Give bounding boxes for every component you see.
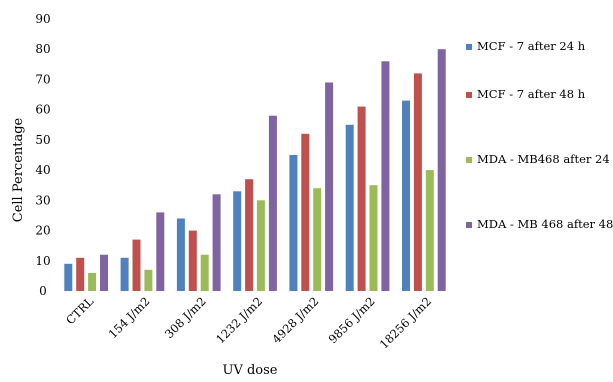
bar xyxy=(200,254,209,291)
bar xyxy=(144,269,153,291)
y-tick-label: 50 xyxy=(35,133,50,147)
x-axis-title: UV dose xyxy=(223,363,278,378)
legend-swatch xyxy=(466,157,472,163)
bar xyxy=(76,257,85,291)
y-tick-label: 60 xyxy=(35,103,50,117)
bar xyxy=(156,212,165,291)
x-tick-label: 9856 J/m2 xyxy=(326,294,378,346)
y-tick-label: 30 xyxy=(35,193,50,207)
x-tick-label: 4928 J/m2 xyxy=(269,294,321,346)
y-tick-label: 70 xyxy=(35,72,50,86)
bar xyxy=(345,124,354,291)
bar xyxy=(188,230,197,291)
bar xyxy=(268,115,277,291)
bar xyxy=(120,257,129,291)
bar xyxy=(369,185,378,291)
bar xyxy=(301,133,310,291)
bar xyxy=(381,61,390,291)
x-tick-label: 1232 J/m2 xyxy=(213,294,265,346)
bar xyxy=(176,218,185,291)
bar xyxy=(100,254,108,291)
legend-label: MDA - MB 468 after 48 h xyxy=(477,217,613,231)
bar xyxy=(88,272,97,291)
legend-swatch xyxy=(466,44,472,50)
bar xyxy=(357,106,366,291)
y-tick-label: 80 xyxy=(35,42,50,56)
y-tick-label: 90 xyxy=(35,12,50,26)
y-tick-label: 0 xyxy=(39,284,47,298)
legend-label: MCF - 7 after 48 h xyxy=(477,87,586,101)
x-tick-label: 154 J/m2 xyxy=(106,294,153,341)
x-tick-label: 308 J/m2 xyxy=(162,294,209,341)
y-axis-title: Cell Percentage xyxy=(11,117,26,222)
y-tick-label: 10 xyxy=(35,254,50,268)
bar xyxy=(245,179,254,291)
bar xyxy=(313,188,322,291)
bar xyxy=(64,263,73,291)
bar xyxy=(212,194,221,291)
y-tick-label: 20 xyxy=(35,224,50,238)
bar xyxy=(289,155,298,291)
legend-swatch xyxy=(466,222,472,228)
legend-label: MDA - MB468 after 24 h xyxy=(477,152,613,166)
y-tick-label: 40 xyxy=(35,163,50,177)
bar xyxy=(402,100,410,291)
legend-label: MCF - 7 after 24 h xyxy=(477,39,586,53)
x-tick-label: CTRL xyxy=(63,294,96,327)
x-tick-label: 18256 J/m2 xyxy=(377,294,434,351)
bar xyxy=(256,200,265,291)
bar xyxy=(132,239,141,291)
bar xyxy=(233,191,242,291)
bar xyxy=(425,170,434,291)
bar xyxy=(325,82,334,291)
bar xyxy=(413,73,422,292)
legend-swatch xyxy=(466,92,472,98)
bar xyxy=(437,49,446,292)
